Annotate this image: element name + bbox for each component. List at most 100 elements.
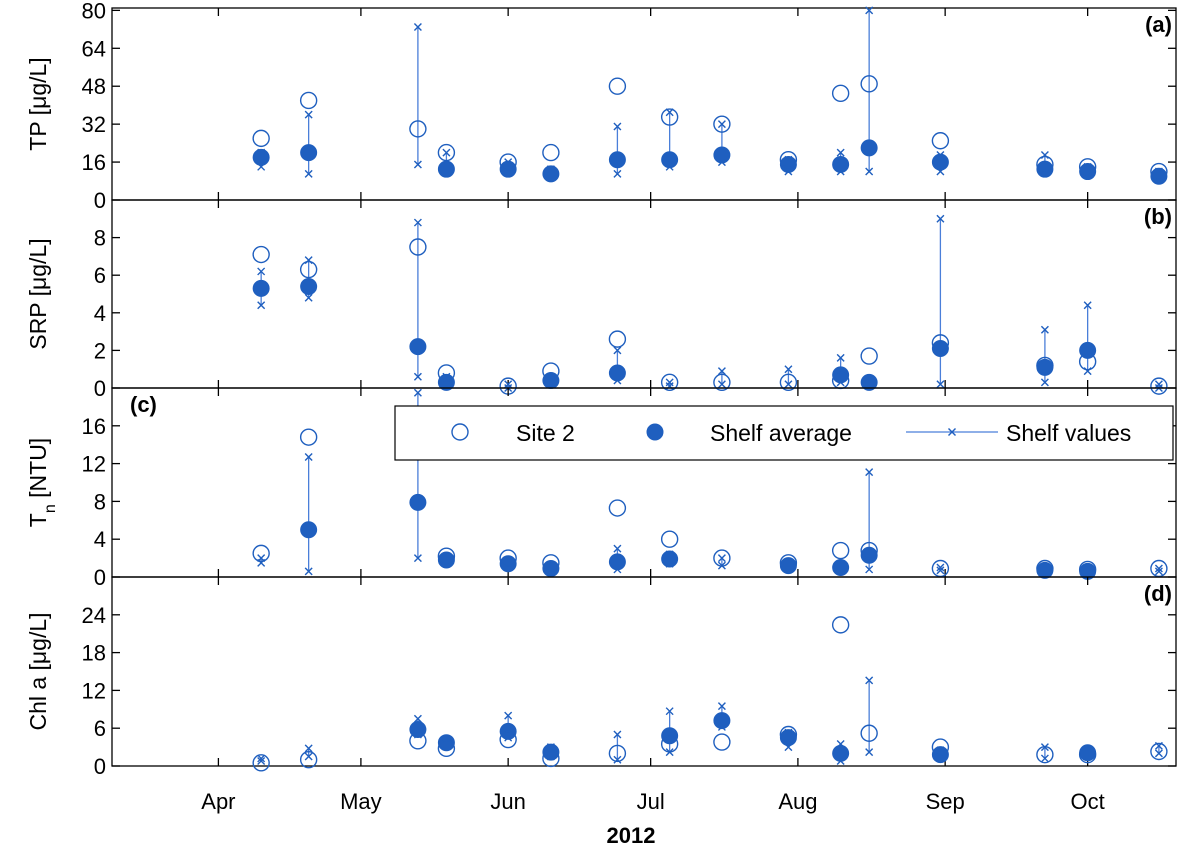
shelf-value-marker	[257, 754, 266, 763]
cross-stroke	[613, 122, 622, 131]
cross-stroke	[504, 711, 513, 720]
site2-marker	[1150, 162, 1168, 181]
cross-stroke	[717, 367, 726, 376]
cross-stroke	[613, 346, 622, 355]
cross-stroke	[257, 756, 266, 765]
site2-marker	[542, 362, 560, 380]
x-tick-label: Aug	[778, 789, 817, 814]
shelf-average-marker	[779, 155, 797, 173]
y-axis-label: Chl a [μg/L]	[25, 612, 51, 730]
site2-marker	[860, 541, 878, 560]
y-tick-label: 6	[94, 263, 106, 288]
site2-marker	[299, 260, 318, 279]
site2-marker	[252, 129, 270, 148]
cross-stroke	[257, 754, 266, 763]
site2-marker	[252, 754, 270, 772]
cross-stroke	[665, 707, 674, 716]
site2-marker	[608, 330, 627, 348]
y-tick-label: 6	[94, 716, 106, 741]
site2-marker	[608, 744, 627, 763]
y-axis-label-unit: [NTU]	[25, 438, 51, 504]
shelf-average-marker	[437, 551, 455, 569]
shelf-average-marker	[713, 146, 731, 164]
site2-marker	[437, 739, 456, 758]
shelf-value-marker	[865, 6, 874, 15]
shelf-average-marker	[860, 139, 878, 157]
panel-4: 0 6 12 18 24 Chl a [μg/L] (d)	[25, 576, 1177, 779]
shelf-value-marker	[1040, 325, 1049, 334]
panel-tag: (a)	[1145, 12, 1172, 37]
y-axis-label: TP [μg/L]	[25, 57, 51, 150]
shelf-value-marker	[1154, 380, 1163, 389]
panel-1: 0 16 32 48 64 80 TP [μg/L] (a)	[25, 0, 1177, 213]
shelf-average-marker	[300, 144, 318, 162]
legend-shelf-average-label: Shelf average	[710, 420, 852, 446]
cross-stroke	[865, 676, 874, 685]
shelf-value-marker	[413, 160, 422, 169]
y-tick-label: 0	[94, 565, 106, 590]
shelf-value-marker	[613, 122, 622, 131]
site2-marker	[409, 238, 427, 256]
shelf-value-marker	[836, 148, 845, 157]
cross-stroke	[257, 301, 266, 310]
shelf-value-marker	[504, 711, 513, 720]
shelf-average-marker	[252, 279, 270, 297]
x-axis: Apr May Jun Jul Aug Sep Oct	[201, 789, 1104, 814]
shelf-value-marker	[304, 567, 313, 576]
y-tick-label: 18	[82, 641, 106, 666]
shelf-value-marker	[936, 380, 945, 389]
site2-marker	[409, 732, 427, 750]
x-tick-label: Jun	[490, 789, 525, 814]
y-tick-label: 0	[94, 188, 106, 213]
shelf-value-marker	[717, 367, 726, 376]
shelf-value-marker	[304, 110, 313, 119]
shelf-average-marker	[542, 371, 560, 389]
site2-marker	[299, 751, 318, 769]
shelf-average-marker	[832, 366, 850, 384]
cross-stroke	[1040, 754, 1049, 763]
cross-stroke	[442, 148, 451, 157]
y-tick-label: 16	[82, 414, 106, 439]
shelf-average-marker	[832, 744, 850, 762]
shelf-average-marker	[860, 546, 878, 564]
shelf-average-marker	[409, 493, 427, 511]
panel-tag: (d)	[1144, 581, 1172, 606]
cross-stroke	[304, 744, 313, 753]
cross-stroke	[717, 380, 726, 389]
y-tick-label: 4	[94, 301, 106, 326]
shelf-value-marker	[865, 676, 874, 685]
cross-stroke	[936, 214, 945, 223]
y-tick-label: 24	[82, 603, 106, 628]
cross-stroke	[304, 293, 313, 302]
shelf-value-marker	[257, 756, 266, 765]
cross-stroke	[413, 388, 422, 397]
cross-stroke	[413, 714, 422, 723]
shelf-average-marker	[437, 373, 455, 391]
site2-marker	[252, 245, 270, 264]
y-tick-label: 0	[94, 376, 106, 401]
cross-stroke	[613, 544, 622, 553]
site2-marker	[931, 132, 950, 150]
shelf-average-marker	[713, 712, 731, 730]
x-tick-label: Jul	[637, 789, 665, 814]
cross-stroke	[257, 267, 266, 276]
shelf-value-marker	[1154, 749, 1163, 758]
shelf-average-marker	[300, 277, 318, 295]
shelf-value-marker	[717, 702, 726, 711]
site2-marker	[437, 547, 456, 565]
cross-stroke	[413, 160, 422, 169]
shelf-value-marker	[413, 714, 422, 723]
cross-stroke	[1154, 567, 1163, 576]
site2-marker	[608, 499, 627, 517]
cross-stroke	[865, 167, 874, 176]
shelf-value-marker	[865, 748, 874, 757]
shelf-average-marker	[661, 550, 679, 568]
y-tick-label: 4	[94, 527, 106, 552]
legend-shelf-values-marker	[948, 428, 956, 436]
shelf-value-marker	[442, 148, 451, 157]
shelf-average-marker	[1150, 167, 1168, 185]
shelf-value-marker	[613, 730, 622, 739]
shelf-average-marker	[542, 165, 560, 183]
